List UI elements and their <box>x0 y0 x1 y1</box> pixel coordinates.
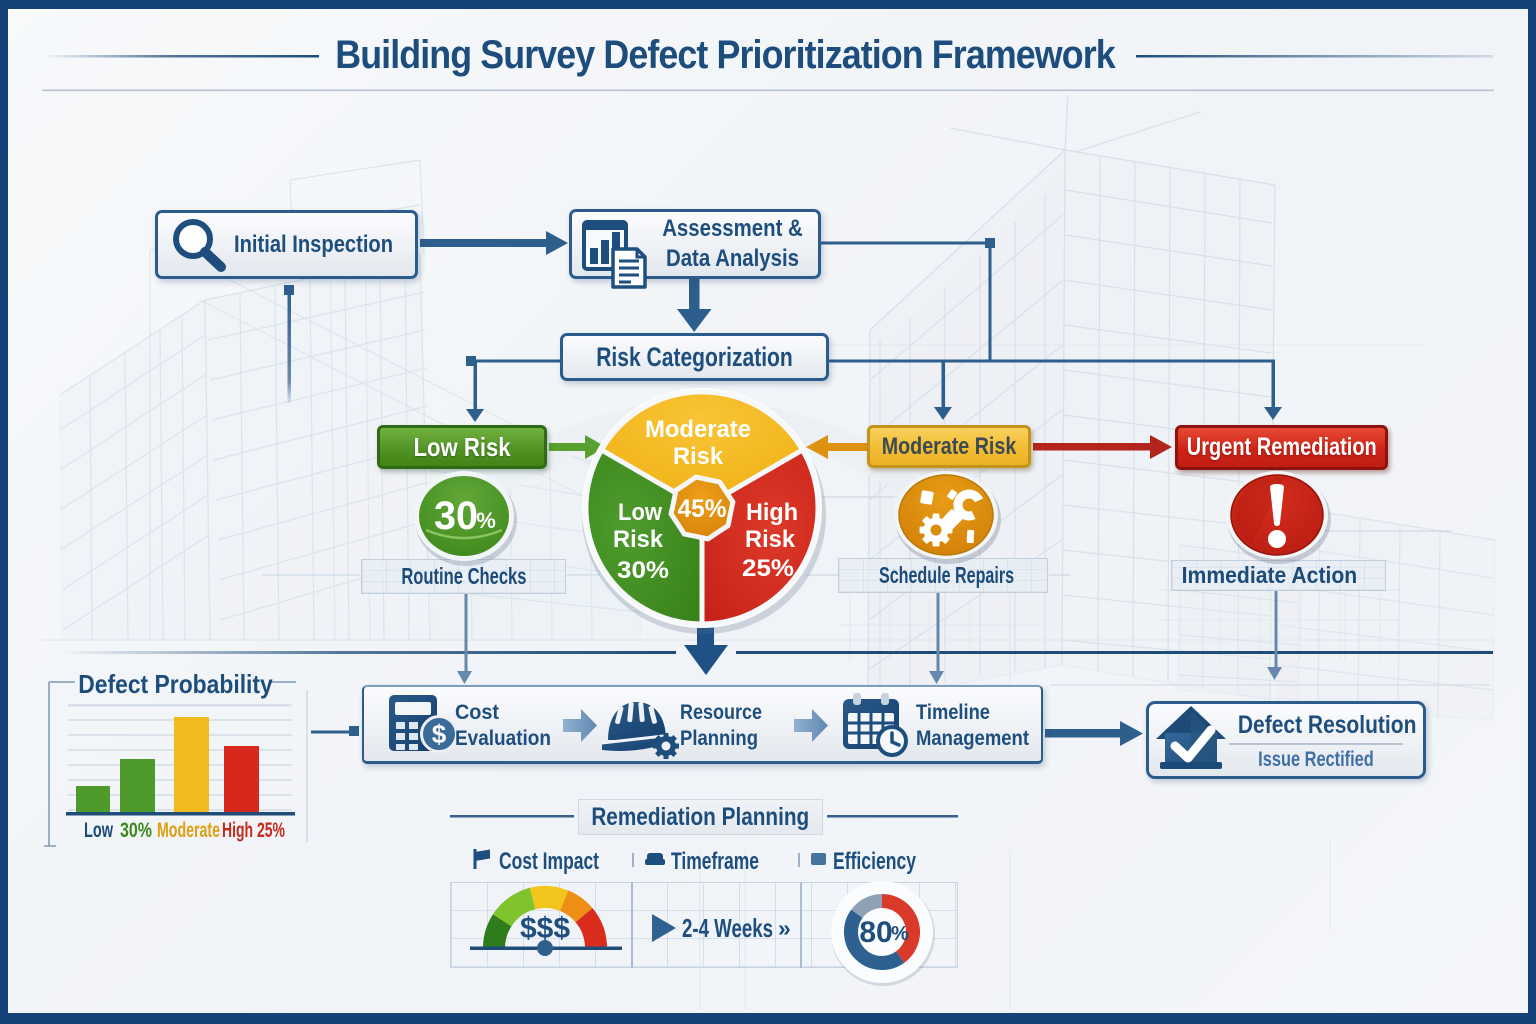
svg-text:Moderate: Moderate <box>645 416 751 443</box>
svg-text:2-4 Weeks: 2-4 Weeks <box>682 913 773 943</box>
svg-text:25%: 25% <box>257 819 285 842</box>
svg-text:Planning: Planning <box>680 727 758 750</box>
svg-text:%: % <box>891 923 909 945</box>
svg-text:%: % <box>476 508 496 533</box>
svg-text:$: $ <box>432 719 447 749</box>
svg-text:Management: Management <box>916 727 1029 750</box>
svg-text:Low: Low <box>618 499 662 526</box>
svg-text:Risk: Risk <box>745 526 796 553</box>
svg-text:Timeframe: Timeframe <box>671 848 759 875</box>
svg-text:»: » <box>778 915 791 941</box>
svg-text:High: High <box>746 499 798 526</box>
svg-text:80: 80 <box>859 916 892 949</box>
svg-text:Efficiency: Efficiency <box>833 848 916 875</box>
svg-text:30%: 30% <box>617 557 669 584</box>
svg-text:Cost: Cost <box>455 701 499 724</box>
svg-text:30%: 30% <box>120 819 152 842</box>
svg-text:Evaluation: Evaluation <box>455 727 551 750</box>
svg-text:Risk: Risk <box>613 526 664 553</box>
svg-text:Resource: Resource <box>680 701 762 724</box>
svg-text:Timeline: Timeline <box>916 701 990 724</box>
svg-text:$$$: $$$ <box>520 912 570 945</box>
svg-text:25%: 25% <box>742 555 794 582</box>
svg-text:Moderate: Moderate <box>157 819 220 842</box>
svg-text:30: 30 <box>434 494 478 538</box>
svg-text:High: High <box>222 819 253 842</box>
svg-text:Low: Low <box>84 819 113 842</box>
svg-text:Cost Impact: Cost Impact <box>499 848 599 875</box>
svg-text:Risk: Risk <box>673 443 724 470</box>
svg-text:45%: 45% <box>678 495 727 523</box>
